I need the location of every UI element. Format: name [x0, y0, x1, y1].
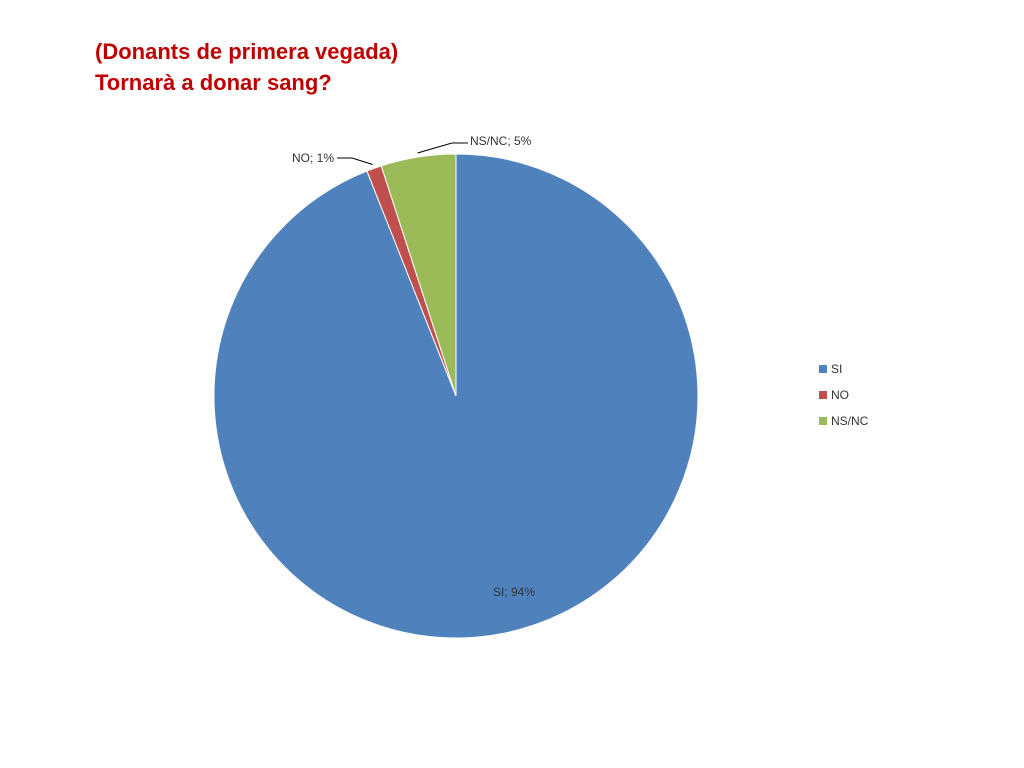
leader-lines — [337, 142, 468, 165]
legend-label-2: NO — [831, 388, 849, 402]
leader-line-no — [337, 157, 373, 165]
data-labels: SI; 94% NO; 1% NS/NC; 5% — [292, 134, 535, 599]
chart-title-line1: (Donants de primera vegada) — [95, 39, 399, 64]
data-label-no: NO; 1% — [292, 151, 334, 165]
chart-title-line2: Tornarà a donar sang? — [95, 70, 332, 95]
legend-label-1: SI — [831, 362, 842, 376]
slice-nsnc — [380, 153, 457, 397]
legend-swatch-3 — [819, 417, 827, 425]
legend: SI NO NS/NC — [819, 362, 869, 428]
legend-label-3: NS/NC — [831, 414, 869, 428]
leader-line-nsnc — [417, 142, 468, 154]
legend-swatch-2 — [819, 391, 827, 399]
data-label-si: SI; 94% — [493, 585, 535, 599]
pie-slices — [213, 153, 699, 639]
chart-title: (Donants de primera vegada) Tornarà a do… — [95, 36, 398, 98]
legend-swatch-1 — [819, 365, 827, 373]
data-label-nsnc: NS/NC; 5% — [470, 134, 532, 148]
